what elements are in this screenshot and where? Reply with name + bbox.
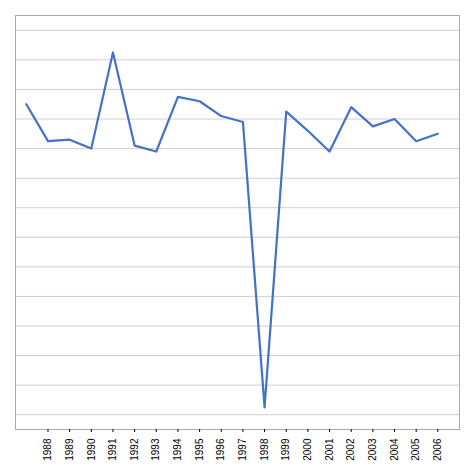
svg-text:2006: 2006	[432, 438, 443, 461]
svg-text:1996: 1996	[215, 438, 226, 461]
svg-text:2005: 2005	[410, 438, 421, 461]
svg-text:1990: 1990	[86, 438, 97, 461]
svg-text:2003: 2003	[367, 438, 378, 461]
svg-text:1997: 1997	[237, 438, 248, 461]
svg-text:1989: 1989	[64, 438, 75, 461]
svg-text:2002: 2002	[345, 438, 356, 461]
svg-text:1995: 1995	[194, 438, 205, 461]
svg-text:1999: 1999	[280, 438, 291, 461]
svg-text:2001: 2001	[324, 438, 335, 461]
svg-text:2004: 2004	[389, 438, 400, 461]
svg-text:1992: 1992	[129, 438, 140, 461]
svg-text:1988: 1988	[42, 438, 53, 461]
svg-text:1994: 1994	[172, 438, 183, 461]
svg-text:2000: 2000	[302, 438, 313, 461]
svg-text:1993: 1993	[150, 438, 161, 461]
svg-text:1991: 1991	[107, 438, 118, 461]
svg-text:1998: 1998	[259, 438, 270, 461]
